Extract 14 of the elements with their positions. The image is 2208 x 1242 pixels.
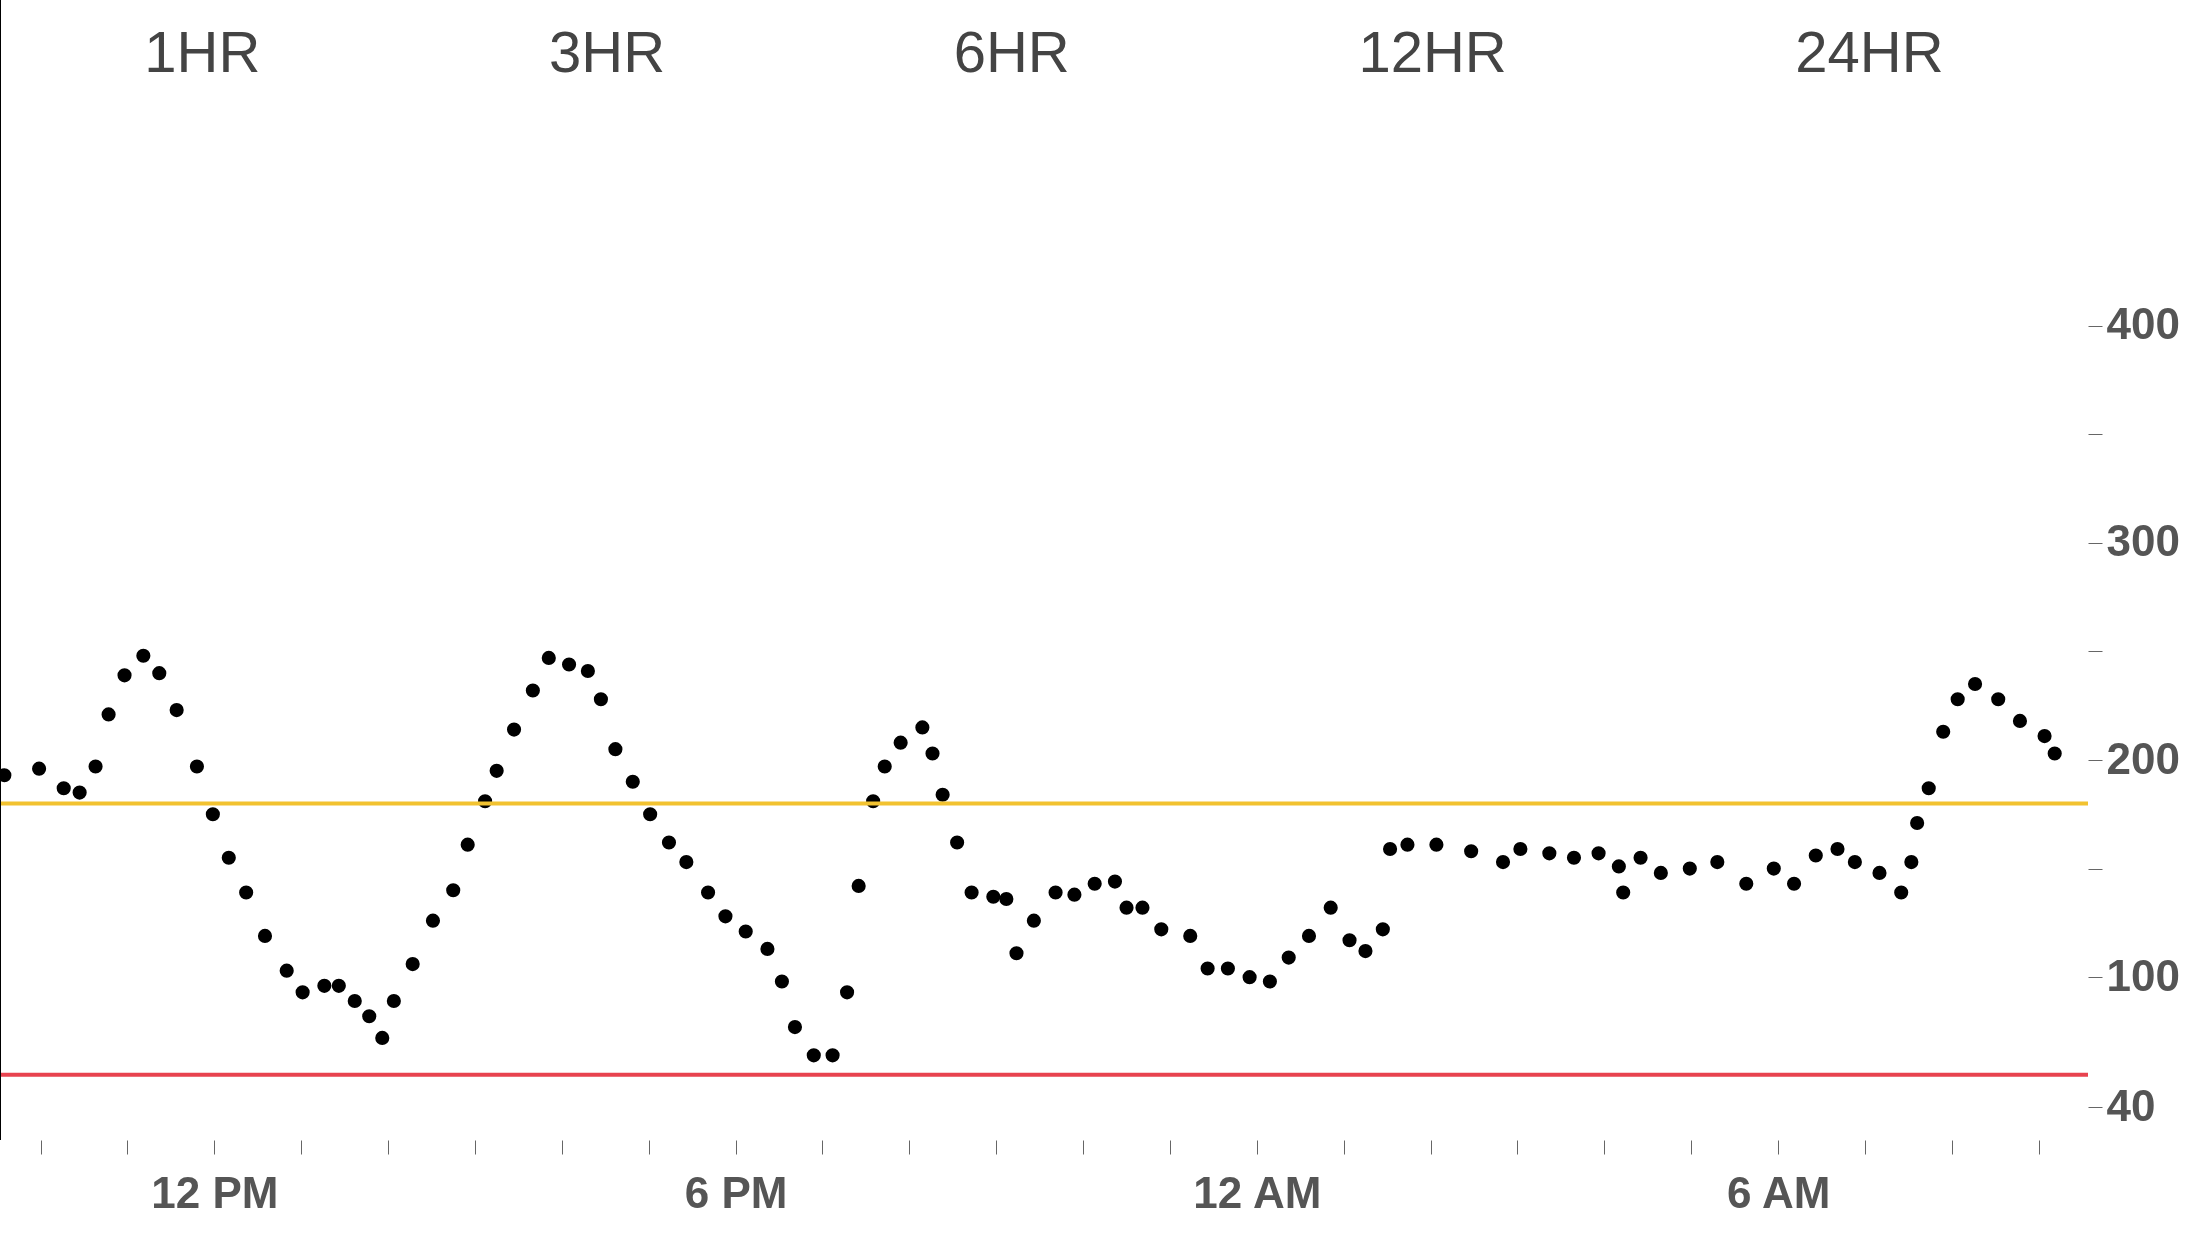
x-tick-label: 6 PM: [684, 1167, 788, 1217]
annotation: 3HR: [549, 18, 666, 85]
y-tick-label: 200: [2106, 733, 2180, 783]
y-tick-label: 300: [2106, 516, 2180, 566]
y-tick-label: 100: [2106, 950, 2180, 1000]
annotation: 12HR: [1358, 18, 1507, 85]
y-tick-label: 40: [2106, 1080, 2156, 1130]
annotation: 1HR: [144, 18, 261, 85]
x-tick-label: 12 PM: [151, 1167, 279, 1217]
annotation: 6HR: [953, 18, 1070, 85]
y-tick-label: 400: [2106, 299, 2180, 349]
annotation: 24HR: [1795, 18, 1944, 85]
x-tick-label: 6 AM: [1726, 1167, 1831, 1217]
x-tick-label: 12 AM: [1193, 1167, 1322, 1217]
